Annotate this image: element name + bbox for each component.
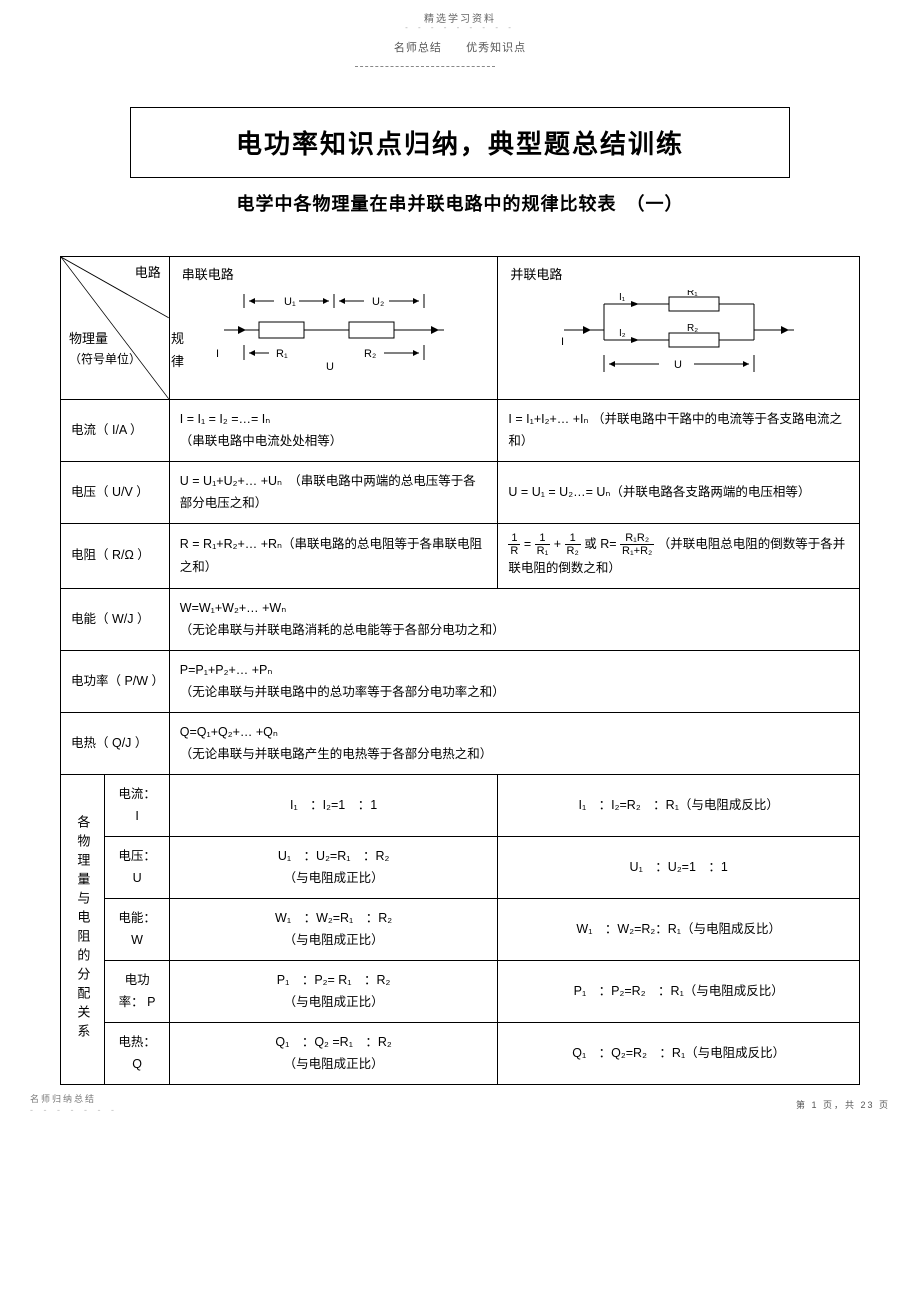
series-title: 串联电路 <box>176 263 492 286</box>
svg-text:I₂: I₂ <box>619 328 626 339</box>
label-voltage: 电压（ U/V ） <box>61 461 170 523</box>
ratio-s-4: Q₁ ：Q₂ =R₁ ：R₂ （与电阻成正比） <box>169 1022 498 1084</box>
header-sub: 名师总结 优秀知识点 <box>0 39 920 67</box>
header-sub-right: 优秀知识点 <box>466 42 526 54</box>
svg-text:U₂: U₂ <box>372 296 384 308</box>
row-heat: 电热（ Q/J ） Q=Q₁+Q₂+… +Qₙ （无论串联与并联电路产生的电热等… <box>61 712 860 774</box>
ratio-q-0: 电流： I <box>105 774 169 836</box>
page-title: 电功率知识点归纳，典型题总结训练 <box>141 124 779 161</box>
ratio-side-label: 各物理量与电阻的分配关系 <box>61 774 105 1084</box>
ratio-p-4: Q₁ ：Q₂=R₂ ：R₁（与电阻成反比） <box>498 1022 860 1084</box>
parallel-current: I = I₁+I₂+… +Iₙ （并联电路中干路中的电流等于各支路电流之和） <box>498 399 860 461</box>
svg-text:I₁: I₁ <box>619 292 626 303</box>
ratio-q-2: 电能： W <box>105 898 169 960</box>
series-resistance: R = R₁+R₂+… +Rₙ（串联电路的总电阻等于各串联电阻之和） <box>169 523 498 588</box>
ratio-s-3: P₁ ：P₂= R₁ ：R₂ （与电阻成正比） <box>169 960 498 1022</box>
res-mid: 或 R= <box>584 537 620 551</box>
header-sub-left: 名师总结 <box>394 42 442 54</box>
ratio-row-0: 各物理量与电阻的分配关系 电流： I I₁ ：I₂=1 ：1 I₁ ：I₂=R₂… <box>61 774 860 836</box>
svg-text:U: U <box>674 359 682 371</box>
parallel-resistance: 1R = 1R₁ + 1R₂ 或 R= R₁R₂R₁+R₂ （并联电阻总电阻的倒… <box>498 523 860 588</box>
ratio-q-1: 电压： U <box>105 836 169 898</box>
row-voltage: 电压（ U/V ） U = U₁+U₂+… +Uₙ （串联电路中两端的总电压等于… <box>61 461 860 523</box>
ratio-row-3: 电功率： P P₁ ：P₂= R₁ ：R₂ （与电阻成正比） P₁ ：P₂=R₂… <box>61 960 860 1022</box>
series-voltage: U = U₁+U₂+… +Uₙ （串联电路中两端的总电压等于各部分电压之和） <box>169 461 498 523</box>
row-resistance: 电阻（ R/Ω ） R = R₁+R₂+… +Rₙ（串联电路的总电阻等于各串联电… <box>61 523 860 588</box>
svg-text:U: U <box>326 361 334 373</box>
parallel-diagram: I₁ R₁ I₂ R₂ I U <box>559 290 799 385</box>
parallel-title: 并联电路 <box>504 263 853 286</box>
ratio-row-2: 电能： W W₁ ：W₂=R₁ ：R₂ （与电阻成正比） W₁ ：W₂=R₂：R… <box>61 898 860 960</box>
merged-heat: Q=Q₁+Q₂+… +Qₙ （无论串联与并联电路产生的电热等于各部分电热之和） <box>169 712 859 774</box>
row-power: 电功率（ P/W ） P=P₁+P₂+… +Pₙ （无论串联与并联电路中的总功率… <box>61 650 860 712</box>
parallel-header: 并联电路 I₁ R₁ I₂ <box>498 257 860 400</box>
label-resistance: 电阻（ R/Ω ） <box>61 523 170 588</box>
corner-circuit: 电路 <box>135 261 161 284</box>
footer-left: 名师归纳总结 - - - - - - - <box>30 1092 118 1115</box>
parallel-voltage: U = U₁ = U₂…= Uₙ（并联电路各支路两端的电压相等） <box>498 461 860 523</box>
ratio-p-0: I₁ ：I₂=R₂ ：R₁（与电阻成反比） <box>498 774 860 836</box>
ratio-p-2: W₁ ：W₂=R₂：R₁（与电阻成反比） <box>498 898 860 960</box>
ratio-s-1: U₁ ：U₂=R₁ ：R₂ （与电阻成正比） <box>169 836 498 898</box>
label-heat: 电热（ Q/J ） <box>61 712 170 774</box>
corner-rule: 规律 <box>171 327 184 374</box>
ratio-s-0: I₁ ：I₂=1 ：1 <box>169 774 498 836</box>
ratio-q-3: 电功率： P <box>105 960 169 1022</box>
subtitle: 电学中各物理量在串并联电路中的规律比较表 （一） <box>60 190 860 216</box>
corner-cell: 电路 物理量 （符号单位） 规律 <box>61 257 170 400</box>
top-label: 精选学习资料 <box>0 0 920 25</box>
ratio-p-1: U₁ ：U₂=1 ：1 <box>498 836 860 898</box>
svg-text:U₁: U₁ <box>284 296 296 308</box>
svg-text:R₁: R₁ <box>276 348 288 360</box>
svg-text:I: I <box>561 336 564 348</box>
row-energy: 电能（ W/J ） W=W₁+W₂+… +Wₙ （无论串联与并联电路消耗的总电能… <box>61 588 860 650</box>
series-header: 串联电路 U₁ U₂ I <box>169 257 498 400</box>
svg-text:I: I <box>216 348 219 360</box>
svg-text:R₂: R₂ <box>364 348 376 360</box>
ratio-p-3: P₁ ：P₂=R₂ ：R₁（与电阻成反比） <box>498 960 860 1022</box>
svg-text:R₂: R₂ <box>687 323 698 334</box>
res-suffix: （并联电阻总电阻的倒数等于各并联电阻的倒数之和） <box>508 537 845 575</box>
label-energy: 电能（ W/J ） <box>61 588 170 650</box>
svg-text:R₁: R₁ <box>687 290 698 298</box>
label-current: 电流（ I/A ） <box>61 399 170 461</box>
comparison-table: 电路 物理量 （符号单位） 规律 串联电路 U₁ U₂ <box>60 256 860 1085</box>
dots: - - - - - - - - - <box>0 25 920 31</box>
ratio-row-4: 电热： Q Q₁ ：Q₂ =R₁ ：R₂ （与电阻成正比） Q₁ ：Q₂=R₂ … <box>61 1022 860 1084</box>
footer-right: 第 1 页，共 23 页 <box>796 1098 890 1111</box>
ratio-q-4: 电热： Q <box>105 1022 169 1084</box>
merged-energy: W=W₁+W₂+… +Wₙ （无论串联与并联电路消耗的总电能等于各部分电功之和） <box>169 588 859 650</box>
ratio-s-2: W₁ ：W₂=R₁ ：R₂ （与电阻成正比） <box>169 898 498 960</box>
series-current: I = I₁ = I₂ =…= Iₙ （串联电路中电流处处相等） <box>169 399 498 461</box>
corner-phys: 物理量 <box>69 327 108 350</box>
corner-unit: （符号单位） <box>69 349 141 371</box>
label-power: 电功率（ P/W ） <box>61 650 170 712</box>
row-current: 电流（ I/A ） I = I₁ = I₂ =…= Iₙ （串联电路中电流处处相… <box>61 399 860 461</box>
merged-power: P=P₁+P₂+… +Pₙ （无论串联与并联电路中的总功率等于各部分电功率之和） <box>169 650 859 712</box>
series-diagram: U₁ U₂ I R₁ R₂ U <box>214 290 454 385</box>
ratio-row-1: 电压： U U₁ ：U₂=R₁ ：R₂ （与电阻成正比） U₁ ：U₂=1 ：1 <box>61 836 860 898</box>
title-box: 电功率知识点归纳，典型题总结训练 <box>130 107 790 178</box>
